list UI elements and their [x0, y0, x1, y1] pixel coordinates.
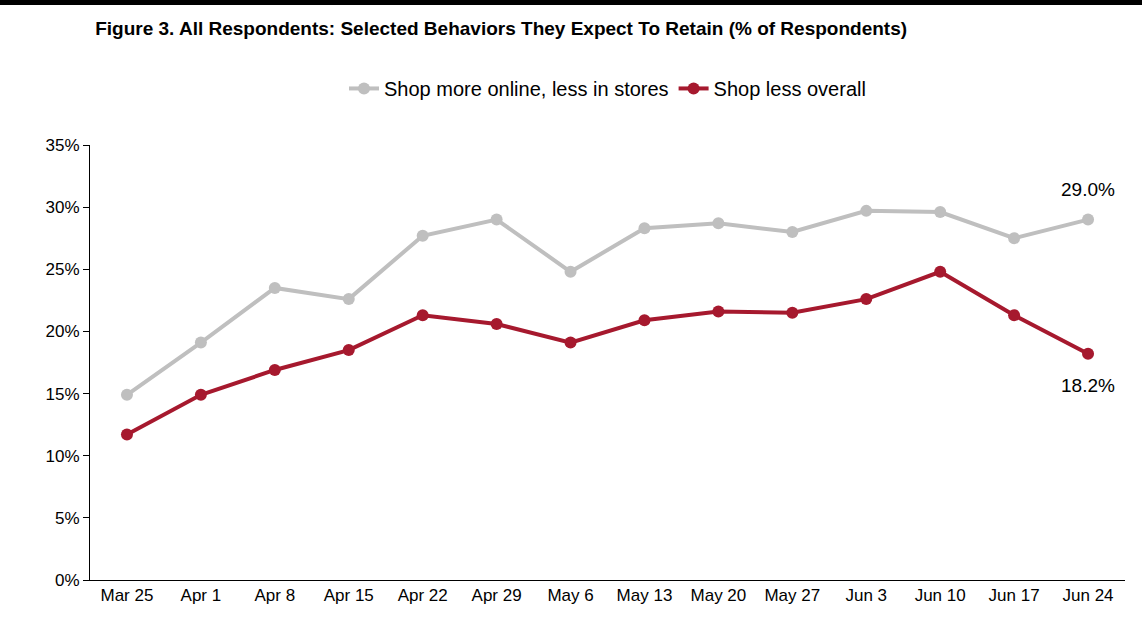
svg-text:20%: 20%: [46, 322, 80, 341]
svg-text:May 27: May 27: [764, 586, 820, 605]
svg-text:Jun 10: Jun 10: [915, 586, 966, 605]
svg-text:Apr 8: Apr 8: [254, 586, 295, 605]
svg-text:May 13: May 13: [617, 586, 673, 605]
svg-text:15%: 15%: [46, 385, 80, 404]
svg-text:Jun 3: Jun 3: [845, 586, 887, 605]
svg-text:Jun 24: Jun 24: [1063, 586, 1114, 605]
svg-text:0%: 0%: [55, 571, 80, 590]
svg-text:Shop more online, less in stor: Shop more online, less in stores: [384, 78, 669, 100]
svg-text:Shop less overall: Shop less overall: [714, 78, 866, 100]
svg-text:5%: 5%: [55, 509, 80, 528]
svg-text:Apr 22: Apr 22: [398, 586, 448, 605]
svg-text:35%: 35%: [46, 136, 80, 155]
svg-text:Apr 29: Apr 29: [472, 586, 522, 605]
svg-text:Apr 15: Apr 15: [324, 586, 374, 605]
svg-text:Apr 1: Apr 1: [181, 586, 222, 605]
svg-text:29.0%: 29.0%: [1061, 179, 1115, 200]
svg-text:Mar 25: Mar 25: [100, 586, 153, 605]
svg-text:25%: 25%: [46, 260, 80, 279]
svg-text:30%: 30%: [46, 198, 80, 217]
svg-text:May 20: May 20: [691, 586, 747, 605]
svg-text:10%: 10%: [46, 447, 80, 466]
svg-text:18.2%: 18.2%: [1061, 375, 1115, 396]
svg-text:Jun 17: Jun 17: [989, 586, 1040, 605]
svg-text:Figure 3. All Respondents: Sel: Figure 3. All Respondents: Selected Beha…: [95, 18, 907, 39]
svg-text:May 6: May 6: [547, 586, 593, 605]
